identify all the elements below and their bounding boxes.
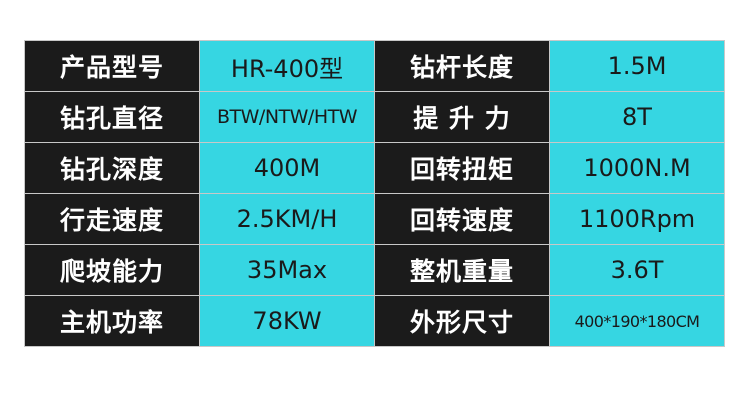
spec-value: 400*190*180CM: [549, 295, 725, 347]
spec-value: 1.5M: [549, 40, 725, 92]
spec-table: 产品型号 HR-400型 钻杆长度 1.5M 钻孔直径 BTW/NTW/HTW …: [24, 40, 725, 347]
spec-value: 3.6T: [549, 244, 725, 296]
spec-value: 2.5KM/H: [199, 193, 375, 245]
spec-value: 1000N.M: [549, 142, 725, 194]
spec-label: 提 升 力: [374, 91, 550, 143]
spec-value: HR-400型: [199, 40, 375, 92]
table-row: 主机功率 78KW 外形尺寸 400*190*180CM: [24, 295, 725, 347]
spec-value: 8T: [549, 91, 725, 143]
spec-label: 爬坡能力: [24, 244, 200, 296]
table-row: 爬坡能力 35Max 整机重量 3.6T: [24, 244, 725, 296]
spec-label: 主机功率: [24, 295, 200, 347]
spec-label: 钻杆长度: [374, 40, 550, 92]
spec-value: BTW/NTW/HTW: [199, 91, 375, 143]
spec-value: 400M: [199, 142, 375, 194]
table-row: 钻孔深度 400M 回转扭矩 1000N.M: [24, 142, 725, 194]
spec-label: 外形尺寸: [374, 295, 550, 347]
spec-label: 行走速度: [24, 193, 200, 245]
spec-label: 钻孔直径: [24, 91, 200, 143]
spec-value: 35Max: [199, 244, 375, 296]
spec-label: 回转速度: [374, 193, 550, 245]
table-row: 产品型号 HR-400型 钻杆长度 1.5M: [24, 40, 725, 92]
spec-label: 整机重量: [374, 244, 550, 296]
table-row: 行走速度 2.5KM/H 回转速度 1100Rpm: [24, 193, 725, 245]
spec-value: 1100Rpm: [549, 193, 725, 245]
table-row: 钻孔直径 BTW/NTW/HTW 提 升 力 8T: [24, 91, 725, 143]
spec-value: 78KW: [199, 295, 375, 347]
spec-label: 钻孔深度: [24, 142, 200, 194]
spec-label: 回转扭矩: [374, 142, 550, 194]
spec-label: 产品型号: [24, 40, 200, 92]
